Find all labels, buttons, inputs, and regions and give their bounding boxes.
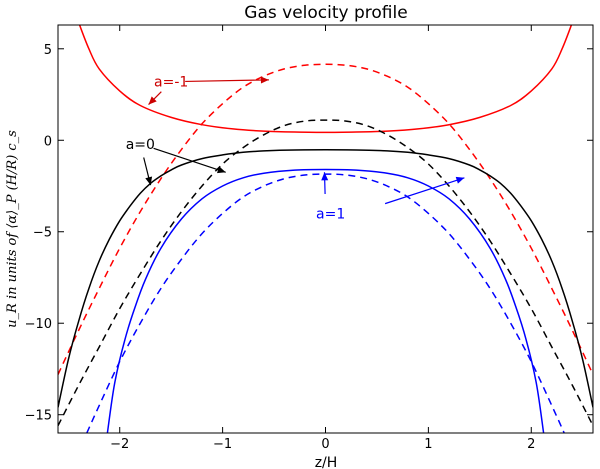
annotation-arrowhead-a_0 [145,176,153,186]
annotation-arrow-a_0 [153,147,226,173]
series-layer [58,25,593,433]
annotation-arrow-a_m1 [185,79,269,83]
annotation-arrowhead-a_0 [217,166,226,174]
y-tick-label: 0 [44,134,52,149]
annotation-layer: a=-1 a=0 a=1 [126,75,465,222]
x-tick-label: 0 [321,437,329,452]
x-tick-label: −1 [213,437,232,452]
annotation-label-a_0: a=0 [126,137,155,153]
y-axis-label: u_R in units of ⟨α⟩_P (H/R) c_s [5,130,20,328]
annotation-arrow-a_1 [384,177,465,205]
y-tick-label: −5 [33,226,52,241]
annotation-label-a_m1: a=-1 [154,75,188,91]
series-line-solid_a_1 [106,168,545,433]
plot-frame [57,24,594,434]
tick-layer: −2 −1 0 1 250−5−10−15 [25,25,593,452]
y-tick-label: −10 [25,317,52,332]
series-line-dashed_a_1 [86,173,565,433]
series-line-dashed_a_m1 [58,63,593,375]
y-tick-label: −15 [25,409,52,424]
annotation-arrowhead-a_m1 [260,76,269,84]
y-tick-label: 5 [44,43,52,58]
annotation-arrowhead-a_1 [321,172,329,181]
annotation-label-a_1: a=1 [316,206,345,222]
x-tick-label: −2 [110,437,129,452]
series-line-solid_a_0 [58,149,593,408]
series-line-solid_a_m1 [78,25,573,134]
annotation-arrowhead-a_1 [455,176,465,184]
chart-title: Gas velocity profile [244,3,407,23]
annotation-arrowhead-a_m1 [148,96,157,105]
x-axis-label: z/H [315,455,338,469]
x-tick-label: 2 [527,437,535,452]
x-tick-label: 1 [424,437,432,452]
series-line-dashed_a_0 [58,119,593,427]
plot-area [58,25,593,433]
